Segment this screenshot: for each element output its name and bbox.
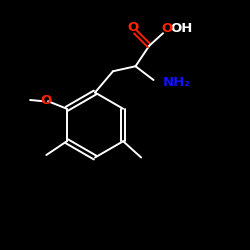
Text: O: O bbox=[128, 21, 139, 34]
Text: O: O bbox=[40, 94, 52, 107]
Text: OH: OH bbox=[170, 22, 193, 35]
Text: NH₂: NH₂ bbox=[163, 76, 191, 90]
Text: O: O bbox=[162, 22, 173, 35]
